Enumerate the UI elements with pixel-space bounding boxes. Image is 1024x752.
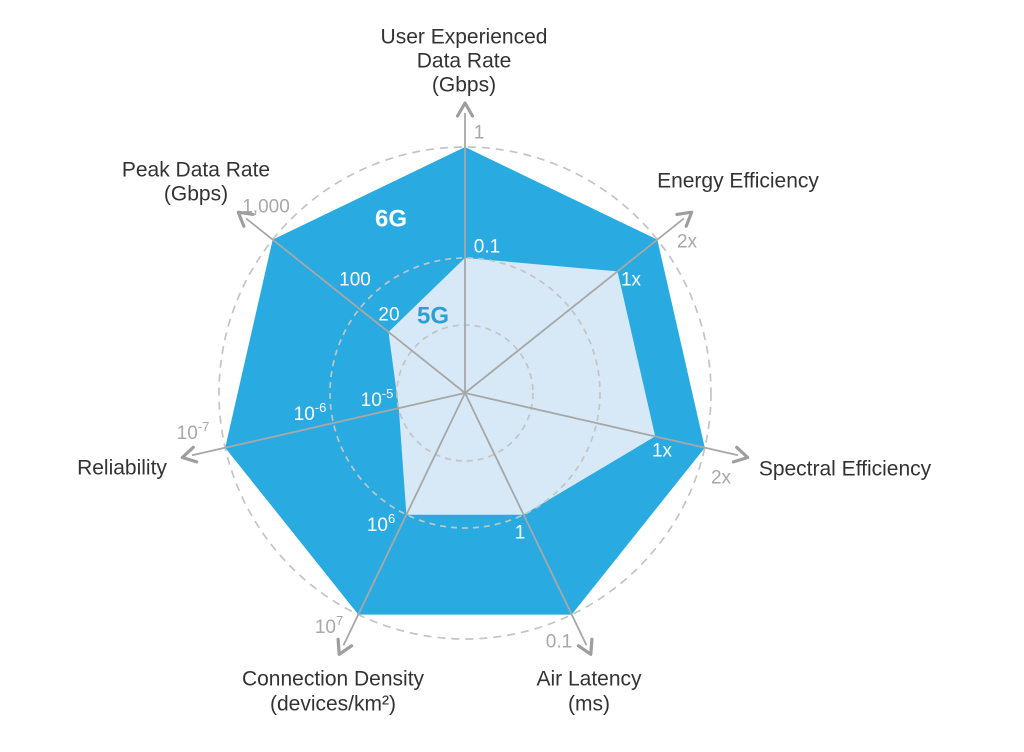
axis-title-reliability-line1: Reliability [77, 457, 167, 480]
axis-title-user-experienced-data-rate-line3: (Gbps) [432, 74, 496, 97]
tick-user-experienced-data-rate-1: 1 [474, 123, 485, 144]
axis-title-energy-efficiency-line1: Energy Efficiency [657, 170, 819, 193]
axis-title-connection-density-line1: Connection Density [242, 668, 425, 691]
axis-title-connection-density-line2: (devices/km²) [270, 693, 396, 716]
axis-title-air-latency-line2: (ms) [568, 693, 610, 716]
axis-arrow-spectral-efficiency [731, 445, 750, 464]
tick-air-latency-0.1: 0.1 [546, 632, 572, 653]
axis-title-peak-data-rate-line1: Peak Data Rate [122, 159, 270, 182]
tick-connection-density-10e7: 107 [315, 613, 343, 638]
tick-reliability-10e-7: 10-7 [177, 419, 210, 444]
axis-line-energy-efficiency [464, 217, 685, 394]
axis-arrow-user-experienced-data-rate [455, 101, 475, 118]
tick-energy-efficiency-1x: 1x [621, 270, 642, 291]
axis-line-peak-data-rate [245, 217, 466, 394]
series-label-6g: 6G [375, 206, 407, 233]
tick-reliability-10e-6: 10-6 [294, 400, 327, 425]
axis-title-user-experienced-data-rate-line2: Data Rate [417, 50, 512, 73]
axis-line-reliability [191, 392, 466, 457]
axis-arrow-energy-efficiency [675, 210, 694, 228]
tick-peak-data-rate-1,000: 1,000 [242, 197, 290, 218]
axis-title-user-experienced-data-rate-line1: User Experienced [381, 26, 548, 49]
series-label-5g: 5G [417, 303, 449, 330]
tick-user-experienced-data-rate-0.1: 0.1 [474, 237, 500, 258]
axis-arrow-air-latency [576, 637, 594, 656]
tick-reliability-10e-5: 10-5 [361, 386, 394, 411]
axis-arrow-reliability [180, 445, 199, 464]
axis-arrow-peak-data-rate [236, 210, 255, 228]
tick-peak-data-rate-20: 20 [378, 305, 399, 326]
axis-title-air-latency-line1: Air Latency [536, 668, 642, 691]
5g-polygon [388, 257, 656, 515]
axis-line-connection-density [342, 392, 466, 646]
tick-connection-density-10e6: 106 [367, 511, 395, 536]
tick-spectral-efficiency-2x: 2x [711, 468, 732, 489]
axis-line-spectral-efficiency [464, 392, 739, 457]
tick-air-latency-1: 1 [515, 523, 526, 544]
grid-ring-outer [218, 146, 712, 640]
axis-arrow-connection-density [336, 637, 354, 656]
tick-peak-data-rate-100: 100 [339, 270, 371, 291]
axis-title-spectral-efficiency-line1: Spectral Efficiency [759, 458, 932, 481]
tick-spectral-efficiency-1x: 1x [652, 441, 673, 462]
tick-energy-efficiency-2x: 2x [677, 232, 698, 253]
axis-line-air-latency [464, 392, 588, 646]
grid-ring-mid [329, 257, 601, 529]
axis-title-peak-data-rate-line2: (Gbps) [164, 183, 228, 206]
